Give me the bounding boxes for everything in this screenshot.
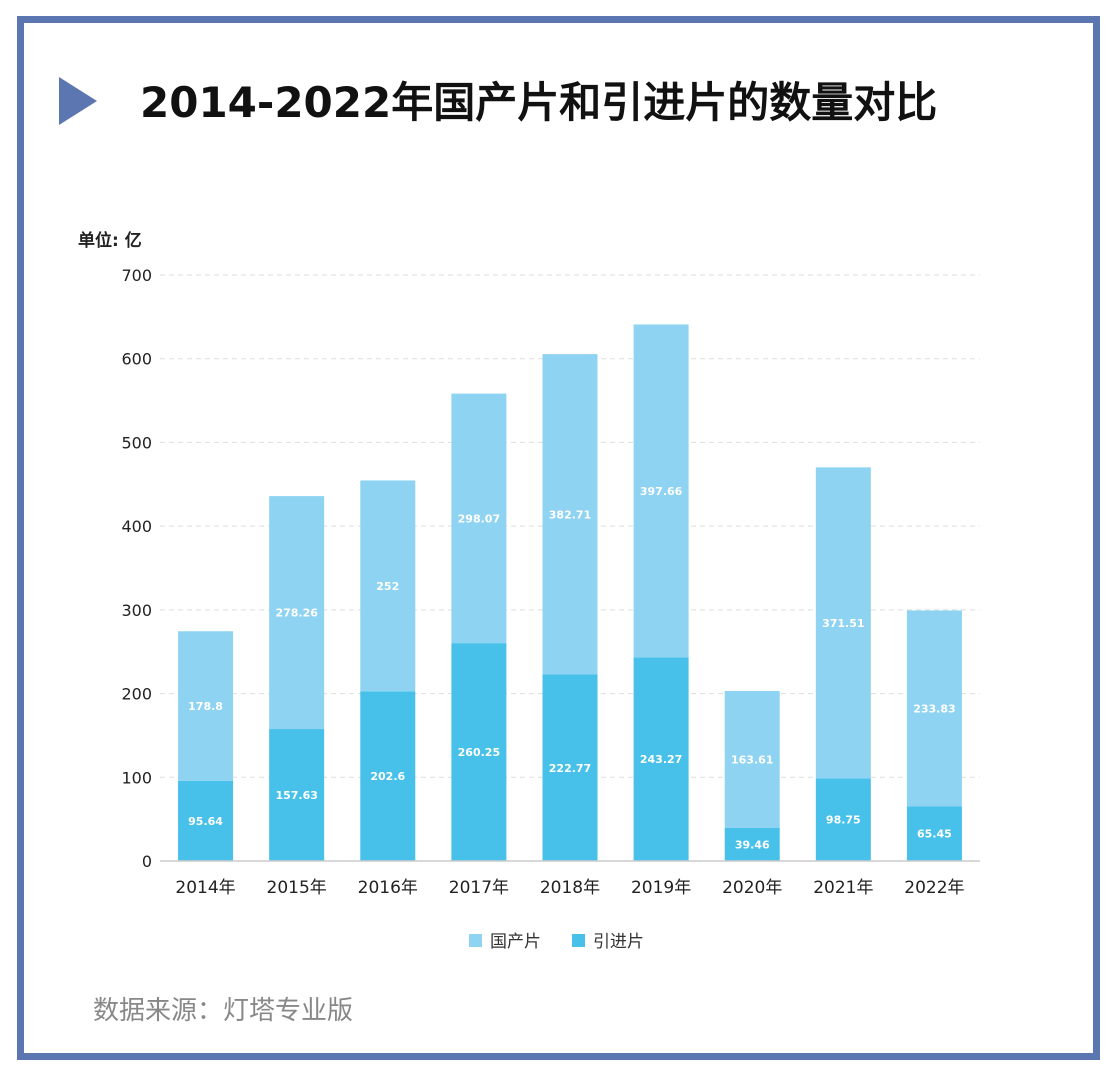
y-tick-label: 400 <box>121 517 152 536</box>
data-label-domestic: 252 <box>376 580 399 593</box>
bar-imported <box>451 643 507 861</box>
y-tick-label: 300 <box>121 601 152 620</box>
x-tick-label: 2022年 <box>904 878 964 898</box>
bar-domestic <box>178 631 234 781</box>
bar-domestic <box>269 496 325 730</box>
bar-imported <box>542 674 598 861</box>
x-tick-label: 2016年 <box>358 878 418 898</box>
y-tick-label: 200 <box>121 685 152 704</box>
x-tick-label: 2015年 <box>267 878 327 898</box>
bar-imported <box>906 806 962 861</box>
chart-title: 2014-2022年国产片和引进片的数量对比 <box>140 78 938 127</box>
x-tick-label: 2020年 <box>722 878 782 898</box>
data-label-domestic: 278.26 <box>275 607 318 620</box>
legend-label-domestic: 国产片 <box>490 932 541 952</box>
data-label-imported: 39.46 <box>735 838 770 851</box>
bar-domestic <box>633 324 689 658</box>
data-label-domestic: 233.83 <box>913 702 955 715</box>
bar-domestic <box>451 393 507 644</box>
data-label-domestic: 178.8 <box>188 700 223 713</box>
data-label-imported: 222.77 <box>549 762 591 775</box>
y-tick-label: 500 <box>121 433 152 452</box>
bar-imported <box>360 691 416 861</box>
bars: 95.64 178.8 157.63 278.26 202.6 252 260.25 298.… <box>178 324 962 861</box>
bar-imported <box>815 778 871 861</box>
bar-imported <box>269 729 325 861</box>
legend: 国产片 引进片 <box>469 932 644 952</box>
data-label-imported: 65.45 <box>917 828 952 841</box>
data-label-domestic: 298.07 <box>458 512 500 525</box>
bar-domestic <box>815 467 871 779</box>
unit-label: 单位: 亿 <box>78 231 142 251</box>
data-label-imported: 202.6 <box>370 770 405 783</box>
y-tick-label: 0 <box>142 852 152 871</box>
play-triangle-icon <box>59 77 97 125</box>
x-tick-label: 2021年 <box>813 878 873 898</box>
bar-imported <box>178 780 234 861</box>
data-label-domestic: 371.51 <box>822 617 864 630</box>
data-label-imported: 243.27 <box>640 753 682 766</box>
legend-swatch-domestic <box>469 934 482 947</box>
bar-imported <box>633 657 689 861</box>
data-label-domestic: 382.71 <box>549 508 591 521</box>
data-label-domestic: 163.61 <box>731 753 773 766</box>
y-axis: 0 100 200 300 400 500 600 700 <box>121 266 152 871</box>
bar-domestic <box>906 610 962 807</box>
bar-domestic <box>360 480 416 692</box>
data-label-imported: 98.75 <box>826 814 861 827</box>
data-label-imported: 157.63 <box>275 789 317 802</box>
bar-imported <box>724 827 780 861</box>
y-tick-label: 700 <box>121 266 152 285</box>
y-tick-label: 600 <box>121 350 152 369</box>
bar-domestic <box>724 691 780 828</box>
x-tick-label: 2018年 <box>540 878 600 898</box>
data-source: 数据来源：灯塔专业版 <box>93 996 354 1026</box>
bar-domestic <box>542 354 598 675</box>
x-axis: 2014年 2015年 2016年 2017年 2018年 2019年 2020年 2021年… <box>175 878 964 898</box>
data-label-imported: 260.25 <box>458 746 500 759</box>
x-tick-label: 2017年 <box>449 878 509 898</box>
data-label-domestic: 397.66 <box>640 485 683 498</box>
legend-label-imported: 引进片 <box>593 932 644 952</box>
x-tick-label: 2014年 <box>175 878 235 898</box>
y-tick-label: 100 <box>121 768 152 787</box>
data-label-imported: 95.64 <box>188 815 223 828</box>
x-tick-label: 2019年 <box>631 878 691 898</box>
legend-swatch-imported <box>572 934 585 947</box>
